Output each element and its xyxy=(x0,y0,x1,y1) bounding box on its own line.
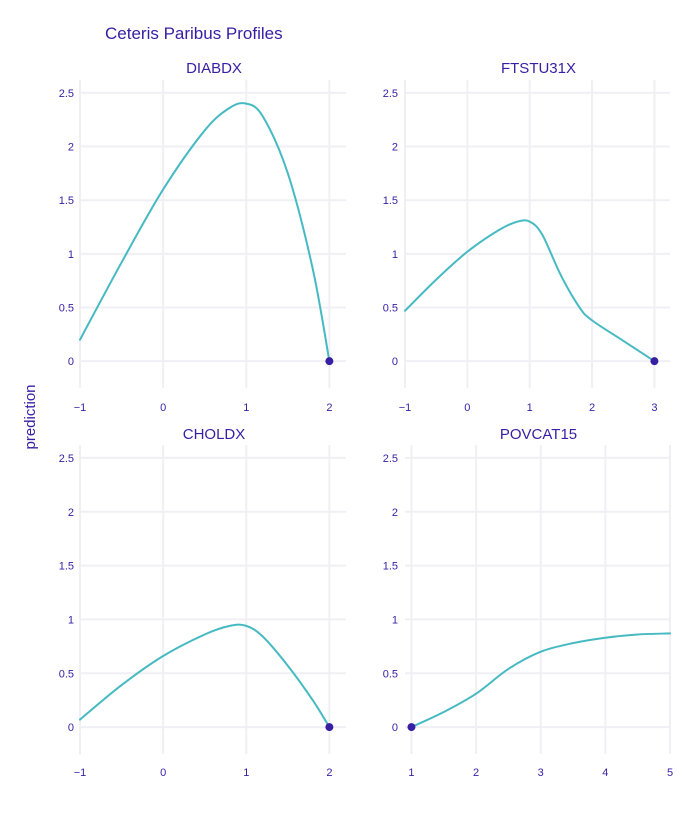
x-tick-label: 0 xyxy=(160,402,166,414)
y-tick-label: 1 xyxy=(68,614,74,626)
x-tick-label: 1 xyxy=(408,767,414,779)
panel-ftstu31x: 0 0.5 1 1.5 2 2.5 −1 0 1 2 3 FTSTU31X xyxy=(383,60,670,414)
y-tick-label: 2 xyxy=(68,142,74,154)
y-tick-label: 1 xyxy=(68,249,74,261)
x-tick-label: 2 xyxy=(326,402,332,414)
y-tick-label: 0 xyxy=(68,722,74,734)
y-tick-label: 2.5 xyxy=(383,453,398,465)
y-tick-label: 2 xyxy=(68,507,74,519)
profile-line xyxy=(79,623,331,729)
panel-title: POVCAT15 xyxy=(500,426,577,443)
observation-point xyxy=(325,357,334,366)
y-tick-label: 1 xyxy=(392,614,398,626)
panel-title: FTSTU31X xyxy=(501,60,576,77)
y-tick-label: 0.5 xyxy=(383,303,398,315)
x-tick-label: 0 xyxy=(464,402,470,414)
x-tick-label: 1 xyxy=(243,767,249,779)
x-tick-label: 3 xyxy=(538,767,544,779)
profile-line xyxy=(404,219,656,363)
x-tick-label: 3 xyxy=(651,402,657,414)
observation-point xyxy=(650,357,659,366)
y-tick-label: 1.5 xyxy=(383,195,398,207)
profile-line xyxy=(79,102,331,363)
observation-point xyxy=(325,723,334,732)
y-tick-label: 0.5 xyxy=(383,668,398,680)
y-tick-label: 1.5 xyxy=(59,195,74,207)
x-tick-label: 5 xyxy=(667,767,673,779)
panel-diabdx: 0 0.5 1 1.5 2 2.5 −1 0 1 2 DIABDX xyxy=(59,60,346,414)
y-tick-label: 2.5 xyxy=(59,88,74,100)
y-tick-label: 1.5 xyxy=(383,561,398,573)
y-axis-label: prediction xyxy=(22,384,39,449)
chart-title: Ceteris Paribus Profiles xyxy=(105,24,283,43)
panel-title: DIABDX xyxy=(186,60,242,77)
y-tick-label: 0 xyxy=(392,356,398,368)
x-tick-label: 2 xyxy=(326,767,332,779)
x-tick-label: 4 xyxy=(602,767,608,779)
x-tick-label: 2 xyxy=(589,402,595,414)
y-tick-label: 2.5 xyxy=(383,88,398,100)
y-tick-label: 1.5 xyxy=(59,561,74,573)
y-tick-label: 0.5 xyxy=(59,668,74,680)
x-tick-label: 0 xyxy=(160,767,166,779)
x-tick-label: 1 xyxy=(527,402,533,414)
y-tick-label: 0 xyxy=(392,722,398,734)
panel-povcat15: 0 0.5 1 1.5 2 2.5 1 2 3 4 5 POVCAT15 xyxy=(383,426,673,779)
profile-line xyxy=(410,632,671,729)
observation-point xyxy=(407,723,416,732)
panel-choldx: 0 0.5 1 1.5 2 2.5 −1 0 1 2 CHOLDX xyxy=(59,426,346,779)
x-tick-label: −1 xyxy=(399,402,412,414)
y-tick-label: 0 xyxy=(68,356,74,368)
y-tick-label: 0.5 xyxy=(59,303,74,315)
y-tick-label: 1 xyxy=(392,249,398,261)
y-tick-label: 2 xyxy=(392,507,398,519)
panel-title: CHOLDX xyxy=(183,426,246,443)
x-tick-label: 1 xyxy=(243,402,249,414)
x-tick-label: −1 xyxy=(74,402,87,414)
y-tick-label: 2.5 xyxy=(59,453,74,465)
x-tick-label: 2 xyxy=(473,767,479,779)
y-tick-label: 2 xyxy=(392,142,398,154)
panels: 0 0.5 1 1.5 2 2.5 −1 0 1 2 DIABDX 0 0.5 1 1.5 2 2.5 −1 0 1 2… xyxy=(59,60,673,779)
x-tick-label: −1 xyxy=(74,767,87,779)
